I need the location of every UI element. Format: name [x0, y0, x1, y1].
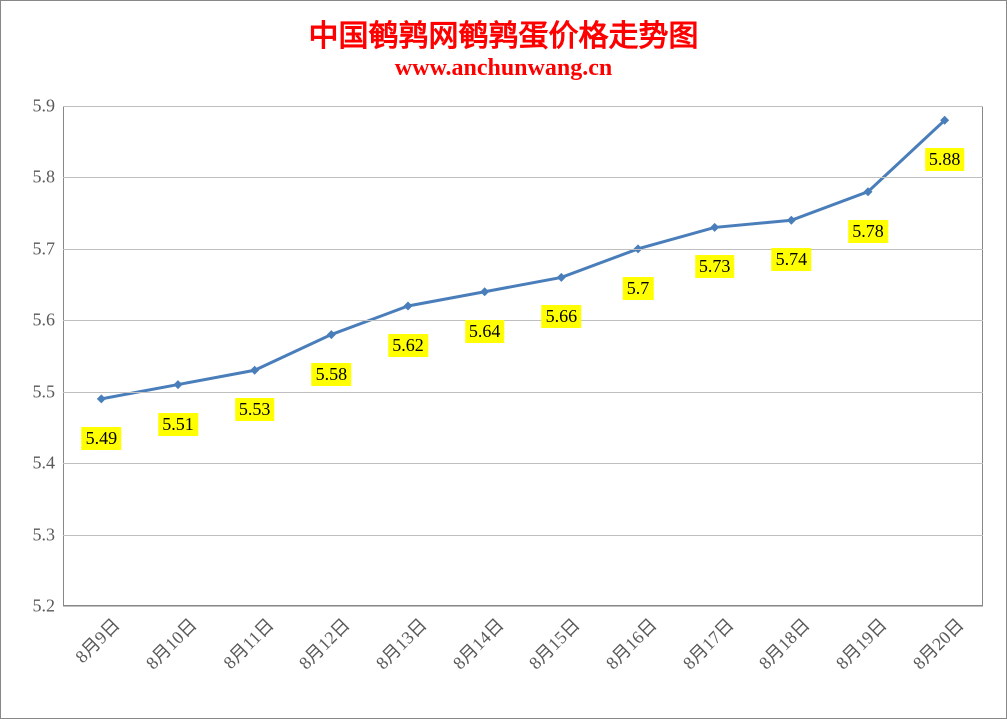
x-tick-label: 8月9日 [63, 606, 125, 668]
x-tick-label: 8月15日 [517, 606, 586, 675]
data-marker [710, 223, 719, 232]
chart-container: 中国鹌鹑网鹌鹑蛋价格走势图 www.anchunwang.cn 5.25.35.… [0, 0, 1007, 719]
x-tick-label: 8月10日 [133, 606, 202, 675]
line-series [63, 106, 983, 606]
y-tick-label: 5.2 [33, 596, 64, 617]
gridline [63, 392, 983, 393]
y-tick-label: 5.9 [33, 96, 64, 117]
x-tick-label: 8月12日 [287, 606, 356, 675]
data-label: 5.62 [388, 334, 428, 357]
plot-area: 5.25.35.45.55.65.75.85.98月9日8月10日8月11日8月… [63, 106, 983, 606]
data-marker [174, 380, 183, 389]
gridline [63, 249, 983, 250]
x-tick-label: 8月19日 [823, 606, 892, 675]
x-tick-label: 8月14日 [440, 606, 509, 675]
data-label: 5.58 [312, 363, 352, 386]
data-label: 5.64 [465, 320, 505, 343]
gridline [63, 320, 983, 321]
y-tick-label: 5.8 [33, 167, 64, 188]
x-tick-label: 8月18日 [747, 606, 816, 675]
x-tick-label: 8月16日 [593, 606, 662, 675]
data-label: 5.51 [158, 413, 198, 436]
chart-subtitle: www.anchunwang.cn [1, 55, 1006, 82]
data-label: 5.66 [542, 305, 582, 328]
data-label: 5.7 [623, 277, 654, 300]
y-tick-label: 5.4 [33, 453, 64, 474]
data-label: 5.53 [235, 398, 275, 421]
data-label: 5.78 [848, 220, 888, 243]
chart-title: 中国鹌鹑网鹌鹑蛋价格走势图 [1, 11, 1006, 55]
gridline [63, 606, 983, 607]
x-tick-label: 8月20日 [900, 606, 969, 675]
data-label: 5.49 [82, 427, 122, 450]
data-marker [97, 394, 106, 403]
data-marker [250, 366, 259, 375]
gridline [63, 463, 983, 464]
gridline [63, 106, 983, 107]
data-marker [480, 287, 489, 296]
x-tick-label: 8月17日 [670, 606, 739, 675]
data-marker [557, 273, 566, 282]
x-tick-label: 8月11日 [211, 606, 279, 674]
data-label: 5.88 [925, 148, 965, 171]
y-tick-label: 5.5 [33, 381, 64, 402]
data-marker [787, 216, 796, 225]
x-tick-label: 8月13日 [363, 606, 432, 675]
data-marker [404, 302, 413, 311]
gridline [63, 177, 983, 178]
data-label: 5.74 [772, 248, 812, 271]
data-marker [327, 330, 336, 339]
data-label: 5.73 [695, 255, 735, 278]
y-tick-label: 5.6 [33, 310, 64, 331]
gridline [63, 535, 983, 536]
y-tick-label: 5.3 [33, 524, 64, 545]
y-tick-label: 5.7 [33, 238, 64, 259]
title-block: 中国鹌鹑网鹌鹑蛋价格走势图 www.anchunwang.cn [1, 11, 1006, 82]
